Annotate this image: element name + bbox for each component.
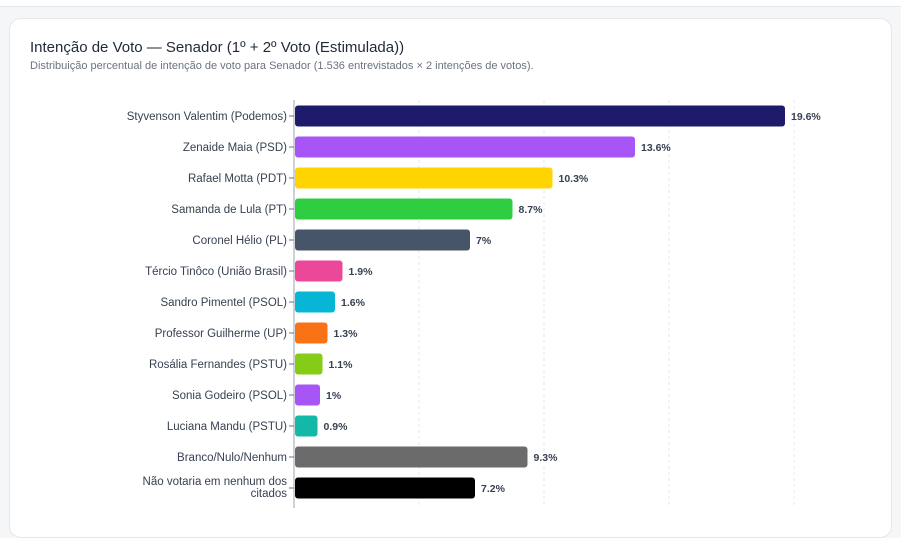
category-label: Rosália Fernandes (PSTU) bbox=[149, 359, 287, 371]
value-label: 1.9% bbox=[349, 266, 374, 278]
category-label: Branco/Nulo/Nenhum bbox=[177, 452, 287, 464]
category-label: Sonia Godeiro (PSOL) bbox=[172, 390, 287, 402]
top-bar bbox=[0, 0, 901, 7]
category-label: Rafael Motta (PDT) bbox=[188, 173, 287, 185]
bar bbox=[295, 229, 470, 251]
bar bbox=[295, 415, 318, 437]
bar bbox=[295, 167, 553, 189]
value-label: 1% bbox=[326, 390, 342, 402]
chart-title: Intenção de Voto — Senador (1º + 2º Voto… bbox=[30, 39, 405, 56]
category-label: Samanda de Lula (PT) bbox=[171, 204, 287, 216]
bar-chart: Styvenson Valentim (Podemos) 19.6% Zenaide… bbox=[127, 100, 821, 508]
bar bbox=[295, 322, 328, 344]
value-label: 7% bbox=[476, 235, 492, 247]
value-label: 13.6% bbox=[641, 142, 671, 154]
bar bbox=[295, 105, 785, 127]
category-label: Styvenson Valentim (Podemos) bbox=[127, 111, 287, 123]
category-label: Coronel Hélio (PL) bbox=[192, 235, 287, 247]
category-label: Tércio Tinôco (União Brasil) bbox=[145, 266, 287, 278]
bar bbox=[295, 384, 320, 406]
value-label: 9.3% bbox=[534, 452, 559, 464]
category-label: Luciana Mandu (PSTU) bbox=[167, 421, 287, 433]
bar bbox=[295, 260, 343, 282]
bar bbox=[295, 353, 323, 375]
value-label: 10.3% bbox=[559, 173, 589, 185]
category-label: Não votaria em nenhum dos citados bbox=[143, 476, 288, 500]
chart-subtitle: Distribuição percentual de intenção de v… bbox=[30, 60, 534, 72]
bar bbox=[295, 291, 335, 313]
value-label: 19.6% bbox=[791, 111, 821, 123]
category-label: Sandro Pimentel (PSOL) bbox=[160, 297, 287, 309]
bar bbox=[295, 446, 528, 468]
value-label: 7.2% bbox=[481, 483, 506, 495]
bar bbox=[295, 136, 635, 158]
category-label: Professor Guilherme (UP) bbox=[155, 328, 287, 340]
bar bbox=[295, 477, 475, 499]
value-label: 1.6% bbox=[341, 297, 366, 309]
value-label: 0.9% bbox=[324, 421, 349, 433]
category-label: Zenaide Maia (PSD) bbox=[183, 142, 287, 154]
bar bbox=[295, 198, 513, 220]
value-label: 1.1% bbox=[329, 359, 354, 371]
value-label: 8.7% bbox=[519, 204, 544, 216]
value-label: 1.3% bbox=[334, 328, 359, 340]
